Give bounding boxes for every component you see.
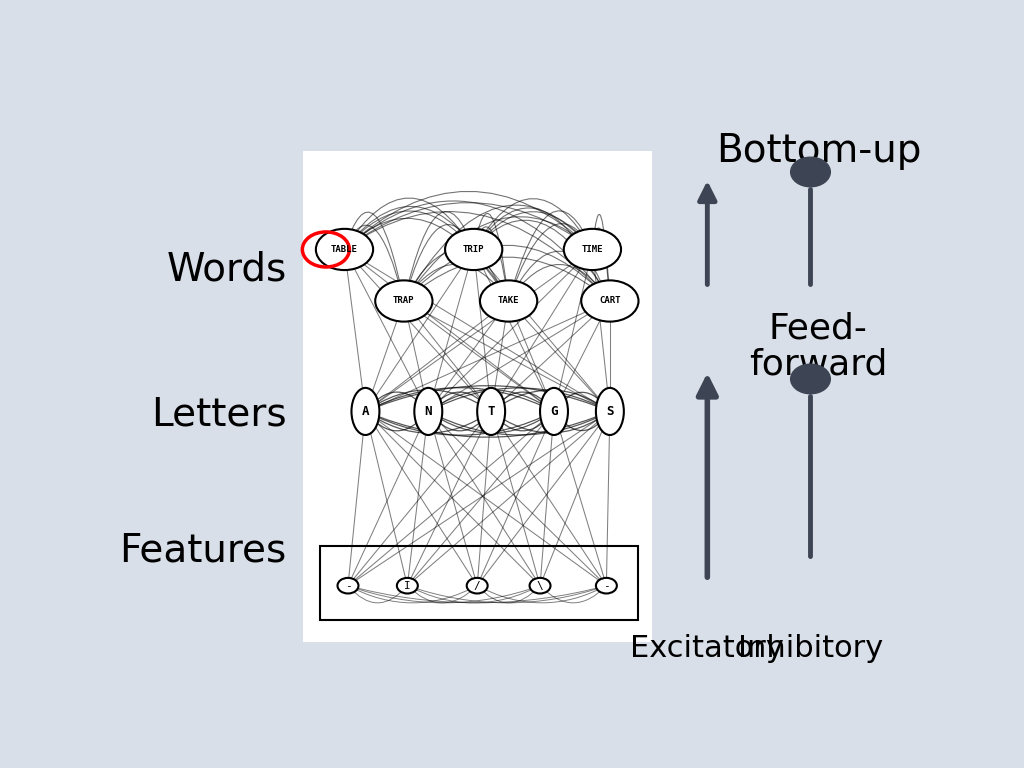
Text: I: I (404, 581, 411, 591)
Circle shape (529, 578, 551, 594)
Ellipse shape (564, 229, 621, 270)
Text: A: A (361, 405, 370, 418)
Ellipse shape (445, 229, 503, 270)
Ellipse shape (415, 388, 442, 435)
Ellipse shape (480, 280, 538, 322)
Text: T: T (487, 405, 495, 418)
Text: Inhibitory: Inhibitory (738, 634, 883, 663)
Text: Excitatory: Excitatory (631, 634, 784, 663)
Text: G: G (550, 405, 558, 418)
Text: -: - (603, 581, 609, 591)
Text: Letters: Letters (152, 396, 287, 433)
Text: Feed-
forward: Feed- forward (750, 311, 888, 382)
Circle shape (338, 578, 358, 594)
Circle shape (791, 364, 830, 394)
Text: S: S (606, 405, 613, 418)
Circle shape (467, 578, 487, 594)
Circle shape (397, 578, 418, 594)
Text: Bottom-up: Bottom-up (716, 132, 922, 170)
Text: TAKE: TAKE (498, 296, 519, 306)
Text: TRAP: TRAP (393, 296, 415, 306)
Text: TIME: TIME (582, 245, 603, 254)
Bar (321, 546, 638, 620)
Text: Features: Features (120, 531, 287, 569)
Ellipse shape (540, 388, 568, 435)
Circle shape (791, 157, 830, 187)
Circle shape (596, 578, 616, 594)
Text: \: \ (537, 581, 544, 591)
Ellipse shape (596, 388, 624, 435)
Text: TRIP: TRIP (463, 245, 484, 254)
Ellipse shape (582, 280, 639, 322)
Text: Words: Words (167, 250, 287, 289)
Text: N: N (425, 405, 432, 418)
Text: CART: CART (599, 296, 621, 306)
Ellipse shape (315, 229, 373, 270)
Ellipse shape (351, 388, 380, 435)
Ellipse shape (477, 388, 505, 435)
Text: TABLE: TABLE (331, 245, 358, 254)
Text: /: / (474, 581, 480, 591)
FancyBboxPatch shape (303, 151, 652, 642)
Text: -: - (345, 581, 351, 591)
Ellipse shape (375, 280, 432, 322)
